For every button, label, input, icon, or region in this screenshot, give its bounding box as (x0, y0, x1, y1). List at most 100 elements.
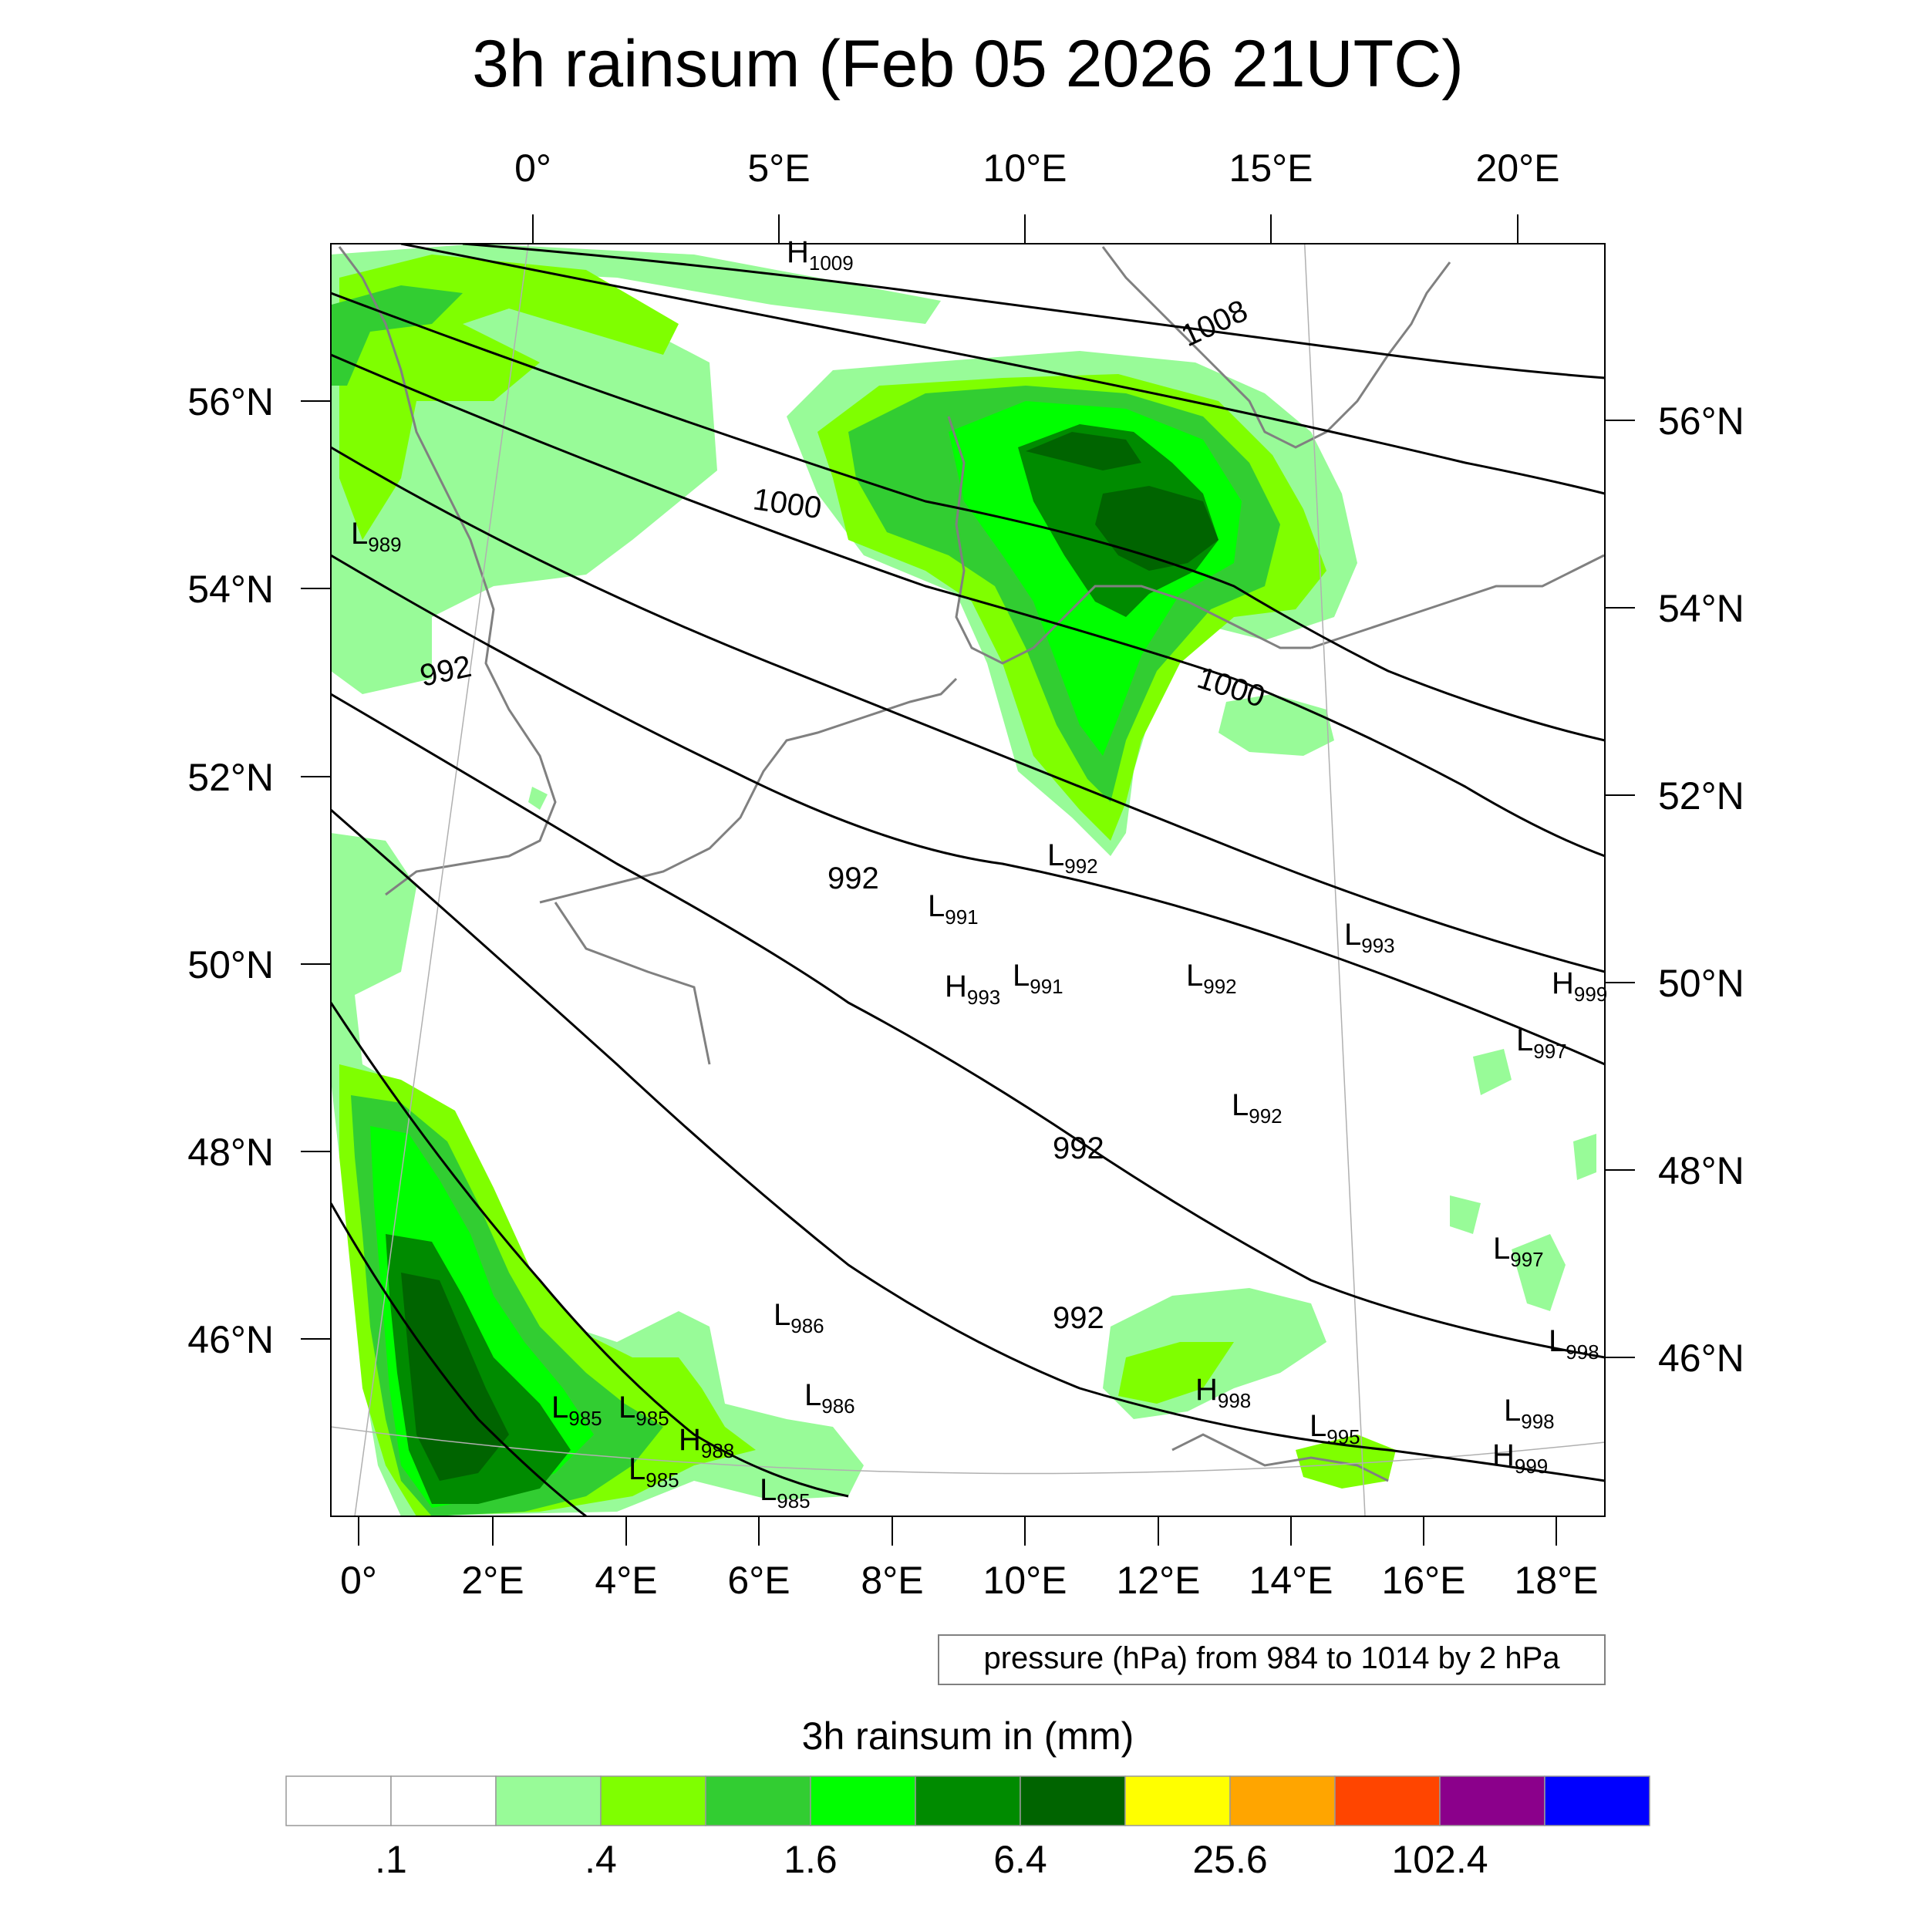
pressure-center-label: L985 (551, 1391, 602, 1430)
isobar-label-992-center: 992 (827, 861, 879, 895)
left-lat-label: 48°N (187, 1131, 274, 1174)
pressure-center-label: H999 (1552, 966, 1607, 1006)
rain-area-east-scatter (1450, 1049, 1596, 1311)
pressure-center-label: H993 (945, 969, 1000, 1009)
left-lat-label: 54°N (187, 568, 274, 611)
pressure-center-label: H988 (679, 1423, 734, 1462)
colorbar-swatch (1020, 1775, 1126, 1826)
isobar-988 (331, 1002, 849, 1498)
contour-info-box: pressure (hPa) from 984 to 1014 by 2 hPa (938, 1634, 1606, 1685)
pressure-center-label: H998 (1195, 1373, 1251, 1412)
colorbar-swatch (915, 1775, 1021, 1826)
isobar-984 (331, 1202, 587, 1516)
bottom-lon-label: 2°E (461, 1559, 524, 1602)
colorbar-ticks: .1 .4 1.6 6.4 25.6 102.4 (375, 1838, 1488, 1881)
bottom-lon-label: 16°E (1382, 1559, 1466, 1602)
pressure-center-label: L986 (774, 1298, 824, 1337)
colorbar-tick-label: .1 (375, 1838, 407, 1881)
colorbar-swatch (810, 1775, 916, 1826)
right-lat-label: 46°N (1658, 1337, 1744, 1380)
pressure-center-label: L991 (928, 889, 979, 929)
right-lat-label: 54°N (1658, 587, 1744, 630)
bottom-lon-label: 12°E (1117, 1559, 1201, 1602)
pressure-center-label: L985 (760, 1473, 811, 1512)
map-frame (330, 243, 1606, 1517)
bottom-lon-label: 4°E (595, 1559, 657, 1602)
pressure-center-label: L998 (1504, 1394, 1555, 1433)
colorbar-swatch (285, 1775, 392, 1826)
top-lon-label: 20°E (1476, 147, 1560, 190)
meridian-0 (354, 244, 529, 1516)
isobar-996-b (331, 554, 1605, 1066)
colorbar-tick-label: .4 (585, 1838, 617, 1881)
pressure-center-label: H1009 (787, 235, 854, 275)
pressure-center-label: L993 (1344, 918, 1395, 957)
border-france-germany (554, 902, 711, 1065)
pressure-center-label: L997 (1493, 1232, 1544, 1271)
top-axis: 0° 5°E 10°E 15°E 20°E (514, 147, 1559, 244)
isobar-label-992-alps: 992 (1053, 1301, 1104, 1335)
pressure-center-label: H999 (1492, 1438, 1548, 1478)
top-lon-label: 10°E (983, 147, 1067, 190)
pressure-center-label: L992 (1047, 838, 1098, 878)
colorbar-swatch (1439, 1775, 1545, 1826)
right-lat-label: 56°N (1658, 400, 1744, 443)
isobar-1000-a (331, 292, 1605, 742)
colorbar-tick-label: 1.6 (784, 1838, 838, 1881)
rain-area-sw-darkest (401, 1273, 509, 1481)
top-lon-label: 5°E (747, 147, 810, 190)
isobar-1004 (400, 244, 1605, 495)
left-lat-label: 56°N (187, 380, 274, 423)
colorbar-boxes (285, 1775, 1650, 1826)
colorbar-swatch (705, 1775, 811, 1826)
isobar-1000-b (331, 353, 1605, 858)
coastline-continent (539, 677, 958, 904)
meridian-15e (1303, 244, 1366, 1516)
rain-area-alps-medium (1118, 1342, 1234, 1404)
rain-area-central-darkest (1026, 432, 1218, 571)
parallel-45n (331, 1426, 1605, 1475)
bottom-lon-label: 14°E (1249, 1559, 1333, 1602)
bottom-lon-label: 18°E (1515, 1559, 1599, 1602)
graticule (331, 244, 1605, 1516)
isobars (331, 244, 1605, 1516)
colorbar: 3h rainsum in (mm) .1 .4 1.6 6.4 25.6 10… (285, 1715, 1650, 1881)
pressure-center-label: L992 (1186, 959, 1237, 998)
right-lat-label: 50°N (1658, 962, 1744, 1005)
colorbar-swatch (1124, 1775, 1231, 1826)
left-lat-label: 50°N (187, 943, 274, 986)
rain-area-northwest-scatter (343, 787, 548, 902)
colorbar-swatch (1229, 1775, 1336, 1826)
bottom-lon-label: 6°E (727, 1559, 790, 1602)
colorbar-swatch (390, 1775, 497, 1826)
colorbar-swatch (1544, 1775, 1650, 1826)
rain-area-nw-green (332, 285, 463, 386)
pressure-center-label: L995 (1309, 1409, 1360, 1448)
coastline-baltic (1310, 554, 1605, 649)
bottom-lon-label: 0° (340, 1559, 377, 1602)
pressure-center-label: L986 (804, 1378, 855, 1418)
pressure-centers: H1009 L989 L992 L991 L991 H993 L992 L993… (351, 235, 1607, 1512)
isobar-992-a (331, 693, 1605, 1359)
pressure-center-label: L989 (351, 517, 402, 556)
left-lat-label: 46°N (187, 1318, 274, 1361)
right-lat-label: 52°N (1658, 774, 1744, 818)
isobar-1008 (462, 244, 1605, 379)
isobar-992-b (331, 808, 1605, 1482)
colorbar-swatch (1334, 1775, 1441, 1826)
colorbar-title: 3h rainsum in (mm) (802, 1715, 1134, 1758)
bottom-lon-label: 8°E (861, 1559, 923, 1602)
right-axis: 56°N 54°N 52°N 50°N 48°N 46°N (1605, 400, 1744, 1380)
pressure-center-label: L991 (1013, 959, 1063, 998)
colorbar-swatch (600, 1775, 706, 1826)
pressure-center-label: L985 (629, 1452, 679, 1492)
top-lon-label: 15°E (1229, 147, 1313, 190)
coastline-britain (338, 246, 557, 896)
coastline-denmark (947, 416, 1311, 665)
isobar-label-992-south: 992 (1053, 1131, 1104, 1165)
left-axis: 56°N 54°N 52°N 50°N 48°N 46°N (187, 380, 331, 1361)
colorbar-tick-label: 6.4 (993, 1838, 1047, 1881)
pressure-center-label: L992 (1232, 1088, 1283, 1128)
pressure-center-label: L985 (619, 1391, 669, 1430)
